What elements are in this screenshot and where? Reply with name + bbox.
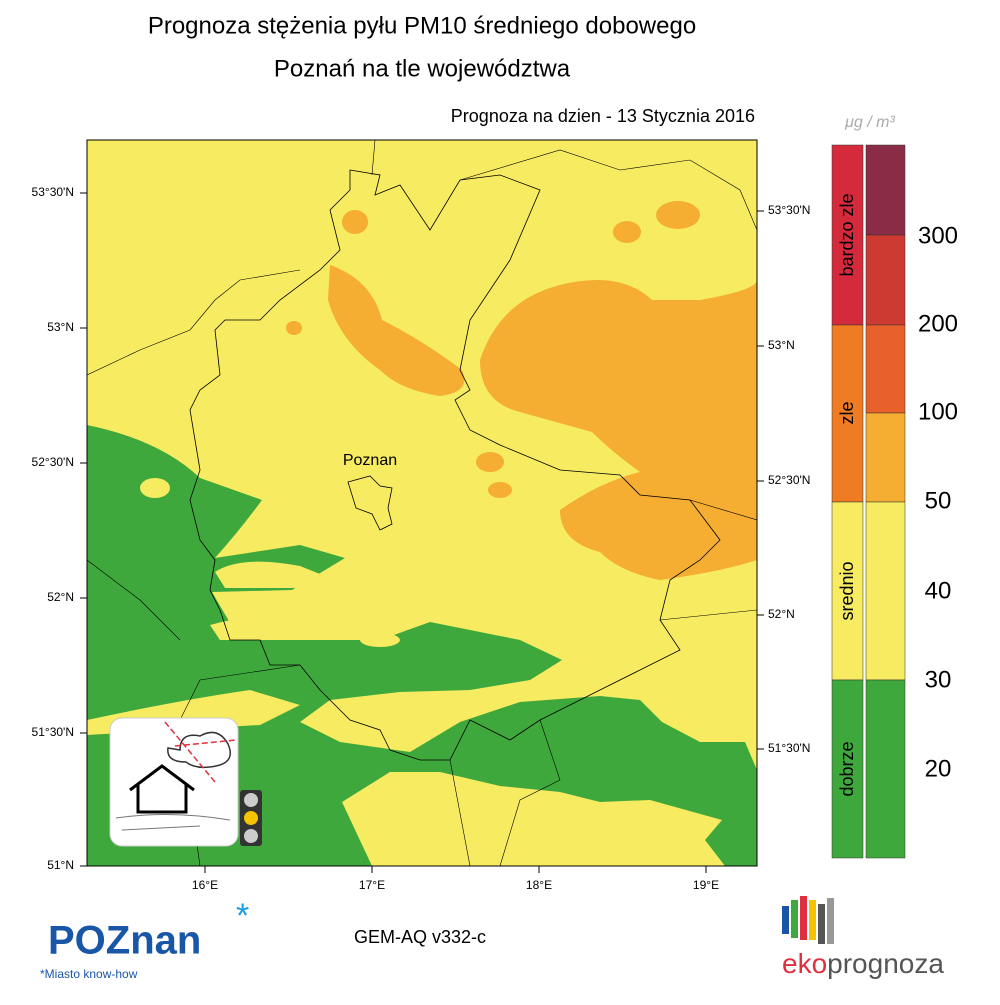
lat-label: 51°30'N — [768, 741, 810, 755]
date-label: Prognoza na dzien - 13 Stycznia 2016 — [451, 106, 755, 126]
zone-bad — [286, 321, 302, 335]
lat-label: 53°N — [47, 320, 74, 334]
legend-level: 40 — [925, 577, 952, 604]
legend-level: 50 — [925, 487, 952, 514]
legend-category: dobrze — [837, 741, 857, 796]
traffic-light — [240, 790, 262, 846]
zone-moderate — [360, 633, 400, 647]
legend-unit: μg / m³ — [844, 114, 895, 131]
logo-tagline: *Miasto know-how — [40, 967, 138, 981]
lon-label: 17°E — [359, 878, 385, 892]
zone-moderate — [140, 478, 170, 498]
zone-moderate — [215, 561, 330, 588]
legend-category: bardzo zle — [837, 193, 857, 276]
lat-label: 52°30'N — [768, 473, 810, 487]
city-label: Poznan — [343, 452, 397, 469]
legend-level: 100 — [918, 398, 958, 425]
zone-bad — [328, 265, 465, 396]
zone-moderate — [730, 635, 757, 668]
house-icon — [109, 717, 239, 847]
logo-right-a: eko — [782, 948, 827, 979]
neighbour-border — [87, 140, 757, 866]
lon-label: 19°E — [693, 878, 719, 892]
zone-good — [87, 425, 757, 866]
legend-category: zle — [837, 401, 857, 424]
lat-label: 51°30'N — [32, 725, 74, 739]
lat-label: 53°30'N — [32, 185, 74, 199]
legend-level: 30 — [925, 666, 952, 693]
lat-label: 52°30'N — [32, 455, 74, 469]
zone-bad — [480, 280, 757, 580]
logo-right: ekoprognoza — [782, 948, 944, 979]
lat-label: 52°N — [47, 590, 74, 604]
zone-bad — [656, 201, 700, 229]
lat-label: 51°N — [47, 858, 74, 872]
lat-label: 53°N — [768, 338, 795, 352]
zone-bad — [476, 452, 504, 472]
logo-right-icon — [782, 896, 834, 944]
title: Prognoza stężenia pyłu PM10 średniego do… — [148, 12, 696, 39]
legend-level: 200 — [918, 310, 958, 337]
map-frame — [86, 139, 758, 867]
city-border — [347, 475, 393, 531]
zone-moderate — [210, 616, 330, 640]
lat-label: 53°30'N — [768, 203, 810, 217]
model-label: GEM-AQ v332-c — [354, 927, 486, 947]
legend — [831, 144, 906, 859]
legend-level: 20 — [925, 755, 952, 782]
logo-asterisk: * — [236, 897, 249, 935]
zone-bad — [613, 221, 641, 243]
legend-category: srednio — [837, 561, 857, 620]
lat-label: 52°N — [768, 607, 795, 621]
lon-label: 18°E — [526, 878, 552, 892]
region-border — [189, 169, 721, 761]
legend-level: 300 — [918, 222, 958, 249]
zone-bad — [342, 210, 368, 234]
logo-left: POZnan — [48, 919, 201, 963]
logo-right-b: prognoza — [827, 948, 944, 979]
zone-bad — [488, 482, 512, 498]
subtitle: Poznań na tle województwa — [274, 55, 571, 82]
lon-label: 16°E — [192, 878, 218, 892]
